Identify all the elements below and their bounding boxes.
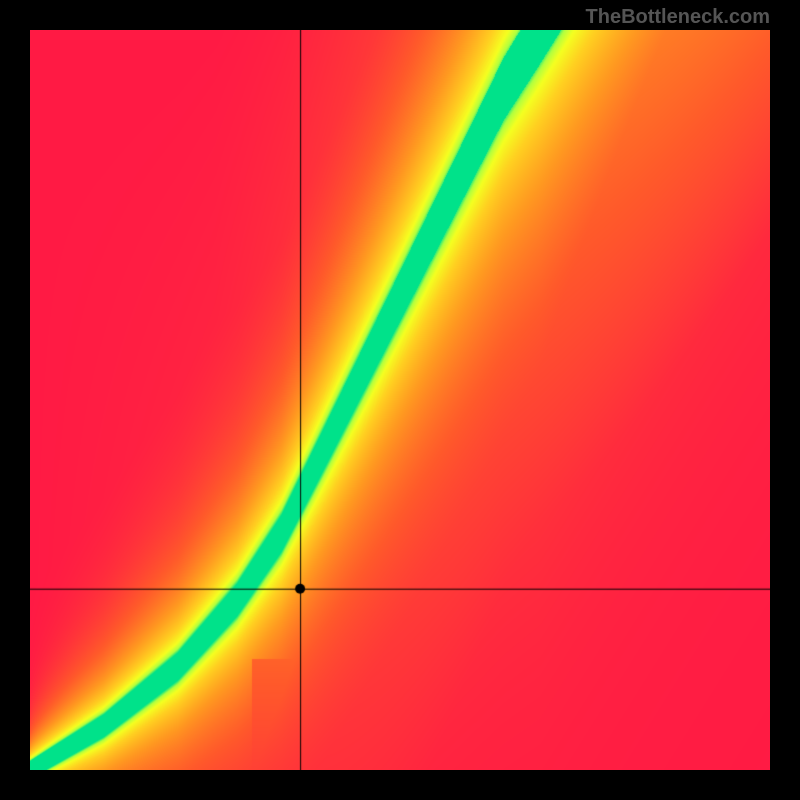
plot-area [30, 30, 770, 770]
attribution-text: TheBottleneck.com [586, 6, 770, 29]
heatmap-canvas [30, 30, 770, 770]
figure-container: TheBottleneck.com [0, 0, 800, 800]
